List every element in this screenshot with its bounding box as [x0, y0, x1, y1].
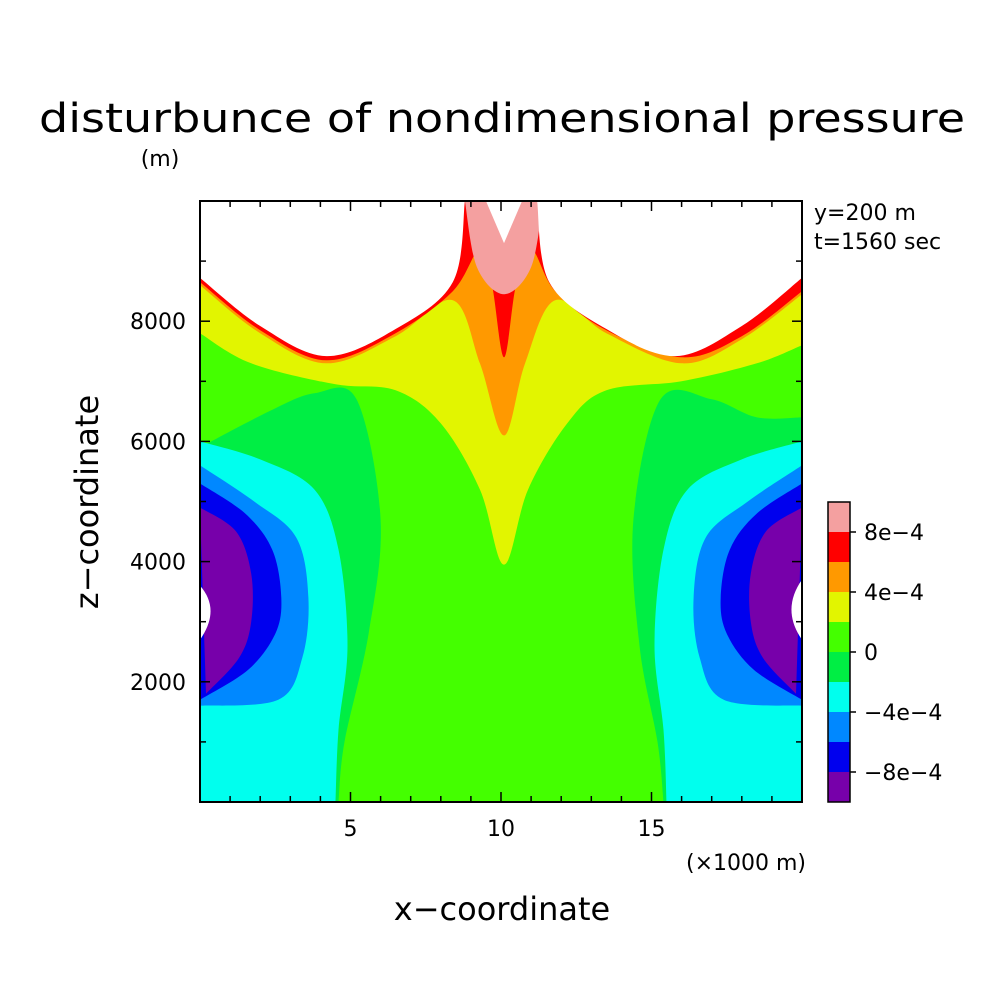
colorbar-label: 8e−4 [864, 521, 924, 546]
colorbar-swatch [828, 652, 850, 682]
undefined-region-center [485, 201, 523, 244]
band-below-minus8e-4-right [749, 507, 802, 694]
y-tick-label: 4000 [130, 551, 186, 576]
colorbar-swatch [828, 592, 850, 622]
colorbar-swatch [828, 682, 850, 712]
x-axis-label: x−coordinate [394, 890, 610, 928]
y-axis-label: z−coordinate [68, 395, 106, 609]
undefined-region-right [537, 201, 802, 357]
y-axis-ticks: 2000 4000 6000 8000 [130, 260, 802, 743]
colorbar: 8e−4 4e−4 0 −4e−4 −8e−4 [827, 501, 942, 803]
x-axis-ticks: 5 10 15 [229, 201, 773, 842]
colorbar-swatch [828, 532, 850, 562]
colorbar-swatch [828, 502, 850, 532]
band-out-of-range-left [200, 585, 211, 640]
annotation-y: y=200 m [814, 201, 916, 226]
colorbar-label: 0 [864, 641, 878, 666]
colorbar-label: −8e−4 [864, 761, 942, 786]
units-label: (m) [141, 147, 180, 172]
contour-fill [200, 201, 802, 802]
colorbar-label: 4e−4 [864, 581, 924, 606]
x-unit-label: (×1000 m) [686, 851, 806, 876]
chart-title: disturbunce of nondimensional pressure [39, 96, 965, 142]
band-below-minus8e-4-left [200, 507, 253, 694]
colorbar-swatch [828, 742, 850, 772]
colorbar-swatch [828, 562, 850, 592]
x-tick-label: 5 [344, 817, 358, 842]
y-tick-label: 8000 [130, 310, 186, 335]
y-tick-label: 2000 [130, 671, 186, 696]
x-tick-label: 15 [638, 817, 666, 842]
annotation-t: t=1560 sec [814, 230, 941, 255]
band-out-of-range-right [791, 579, 802, 640]
colorbar-swatch [828, 622, 850, 652]
y-tick-label: 6000 [130, 430, 186, 455]
undefined-region-left [200, 201, 465, 357]
colorbar-label: −4e−4 [864, 701, 942, 726]
colorbar-swatch [828, 772, 850, 802]
band-above-8e-4 [464, 201, 544, 295]
x-tick-label: 10 [487, 817, 515, 842]
colorbar-swatch [828, 712, 850, 742]
